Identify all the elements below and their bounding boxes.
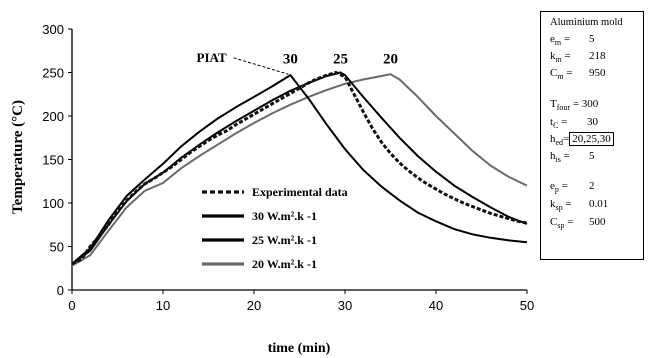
legend-label-0: Experimental data <box>252 185 348 199</box>
x-tick-label: 30 <box>338 298 352 313</box>
param-km-value: 218 <box>589 50 606 62</box>
param-tc: tC = 30 <box>550 116 598 131</box>
x-tick-label: 40 <box>429 298 443 313</box>
param-tfour-label: T <box>550 98 557 110</box>
param-cm: Cm = 950 <box>550 67 606 82</box>
param-tfour: Tfour = 300 <box>550 98 599 113</box>
legend-label-1: 30 W.m².k -1 <box>252 209 317 223</box>
param-cm-sub: m <box>557 72 564 82</box>
param-tc-value: 30 <box>587 116 598 128</box>
temperature-chart: 0 10 20 30 40 50 0 50 100 150 200 250 300 PIAT 30 25 20… <box>10 22 534 356</box>
param-csp-sub: sp <box>557 221 565 231</box>
axes: 0 10 20 30 40 50 0 50 100 150 200 250 300 <box>42 22 534 313</box>
param-csp-label: C <box>550 216 558 228</box>
y-tick-label: 250 <box>42 66 64 81</box>
param-hed: hed= 20,25,30 <box>550 132 614 148</box>
x-tick-label: 0 <box>68 298 75 313</box>
piat-leader-line <box>233 57 289 75</box>
x-tick-label: 50 <box>520 298 534 313</box>
param-em-label: e <box>550 33 555 45</box>
param-ksp: ksp = 0.01 <box>550 198 609 213</box>
param-ksp-sub: sp <box>555 203 563 213</box>
param-tfour-value: 300 <box>581 98 599 110</box>
y-tick-label: 100 <box>42 196 64 211</box>
param-hed-sub: ed <box>555 138 564 148</box>
parameter-box: Aluminium mold em = 5 km = 218 Cm = 950 … <box>540 11 644 260</box>
y-tick-label: 50 <box>50 240 64 255</box>
param-ksp-value: 0.01 <box>589 198 609 210</box>
param-km: km = 218 <box>550 50 606 65</box>
param-tc-sub: C <box>553 121 559 131</box>
param-tc-label: t <box>550 116 554 128</box>
legend-label-2: 25 W.m².k -1 <box>252 233 317 247</box>
param-tfour-sub: four <box>556 103 571 113</box>
x-tick-label: 10 <box>156 298 170 313</box>
legend-label-3: 20 W.m².k -1 <box>252 257 317 271</box>
piat-label: PIAT <box>197 50 227 65</box>
series-layer <box>71 71 528 267</box>
annotations: PIAT 30 25 20 <box>197 50 398 75</box>
param-his-label: h <box>550 150 556 162</box>
peak-label: 20 <box>383 51 398 67</box>
param-ksp-label: k <box>550 198 556 210</box>
param-csp-value: 500 <box>589 216 606 228</box>
param-cm-label: C <box>550 67 558 79</box>
x-tick-label: 20 <box>247 298 261 313</box>
param-ep-label: e <box>550 180 555 192</box>
param-cm-value: 950 <box>589 67 606 79</box>
param-his-value: 5 <box>589 150 595 162</box>
y-tick-label: 0 <box>57 283 64 298</box>
x-axis-label: time (min) <box>268 341 331 356</box>
param-hed-value: 20,25,30 <box>569 132 614 146</box>
param-em-value: 5 <box>589 33 595 45</box>
param-hed-label: h <box>550 133 556 145</box>
param-km-label: k <box>550 50 556 62</box>
legend: Experimental data 30 W.m².k -1 25 W.m².k -… <box>202 185 348 271</box>
param-em-sub: m <box>554 38 562 48</box>
param-ep-value: 2 <box>589 180 595 192</box>
y-tick-label: 150 <box>42 153 64 168</box>
y-tick-label: 200 <box>42 109 64 124</box>
param-his-sub: is <box>555 155 561 165</box>
series-line-3 <box>71 73 528 267</box>
y-tick-label: 300 <box>42 22 64 37</box>
param-ep: ep = 2 <box>550 180 595 195</box>
param-csp: Csp = 500 <box>550 216 606 231</box>
param-em: em = 5 <box>550 33 595 48</box>
peak-label: 25 <box>333 51 348 67</box>
param-km-sub: m <box>555 55 562 65</box>
param-his: his = 5 <box>550 150 595 165</box>
series-line-1 <box>71 74 528 265</box>
param-ep-sub: p <box>554 185 559 195</box>
series-line-0 <box>71 71 528 266</box>
param-box-title: Aluminium mold <box>550 17 623 28</box>
y-axis-label: Temperature (°C) <box>10 100 26 214</box>
peak-label: 30 <box>283 51 298 67</box>
